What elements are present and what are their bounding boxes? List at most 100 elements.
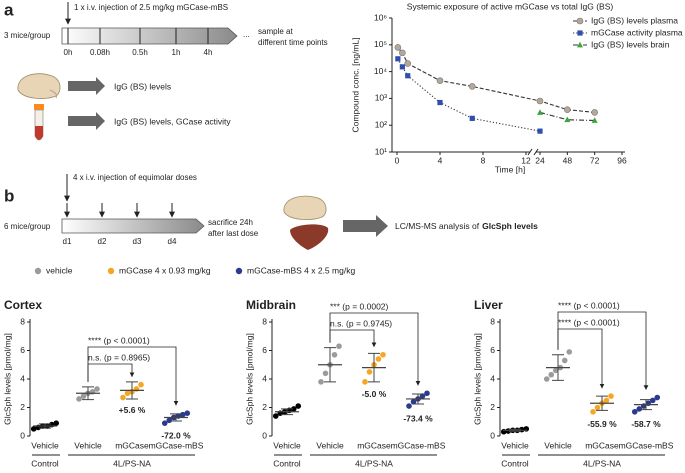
flow-arrow xyxy=(68,112,105,130)
point xyxy=(166,417,173,424)
point xyxy=(295,403,302,409)
x-tick-label: 8 xyxy=(481,155,486,165)
y-tick-label: 6 xyxy=(20,345,25,355)
sd-bar xyxy=(509,428,521,432)
point xyxy=(336,343,342,350)
sacrifice-note: after last dose xyxy=(208,229,259,238)
x-tick-label: mGCase-mBS xyxy=(391,440,446,450)
x-tick-label: 12 xyxy=(521,155,531,165)
legend-label: mGCase 4 x 0.93 mg/kg xyxy=(119,265,211,275)
sd-bar xyxy=(640,399,652,411)
point xyxy=(138,381,144,388)
legend-label: vehicle xyxy=(46,265,73,275)
x-tick-label: 24 xyxy=(535,155,545,165)
point xyxy=(120,394,126,401)
legend-label: IgG (BS) levels brain xyxy=(591,39,670,49)
point xyxy=(399,49,406,57)
point xyxy=(80,393,87,399)
x-tick-label: 0 xyxy=(395,155,400,165)
x-tick-label: Vehicle xyxy=(74,440,102,450)
point xyxy=(654,394,661,401)
point xyxy=(594,404,601,411)
x-tick-label: 72 xyxy=(590,155,600,165)
day: d4 xyxy=(168,237,177,246)
y-tick-label: 4 xyxy=(490,373,495,383)
sample-note: different time points xyxy=(258,38,328,47)
timeline xyxy=(61,27,238,45)
point xyxy=(419,393,426,399)
timepoint: 0.08h xyxy=(90,48,110,57)
brain-icon xyxy=(283,195,327,220)
series-line xyxy=(397,58,541,132)
x-tick-label: Vehicle xyxy=(501,440,529,450)
change-label: +5.6 % xyxy=(119,405,146,415)
day: d2 xyxy=(98,237,107,246)
sacrifice-note: sacrifice 24h xyxy=(208,218,253,227)
series-line xyxy=(397,47,595,113)
point xyxy=(395,56,401,62)
point xyxy=(380,351,386,358)
comparison-label: **** (p < 0.0001) xyxy=(88,335,150,345)
y-axis-label: GlcSph levels [pmol/mg] xyxy=(244,333,254,425)
panel-label: b xyxy=(4,186,14,205)
y-tick-label: 8 xyxy=(490,316,495,326)
point xyxy=(290,406,297,412)
point xyxy=(649,397,656,404)
y-tick-label: 8 xyxy=(20,316,25,326)
chart-title: Systemic exposure of active mGCase vs to… xyxy=(407,1,614,11)
point xyxy=(53,420,60,426)
point xyxy=(184,410,191,417)
point xyxy=(331,351,338,358)
group-label: 4L/PS-NA xyxy=(583,458,621,468)
sd-bar xyxy=(368,352,380,383)
legend-label: IgG (BS) levels plasma xyxy=(591,15,678,25)
timepoint: 1h xyxy=(172,48,181,57)
point xyxy=(394,44,402,51)
y-tick-label: 0 xyxy=(490,430,495,440)
point xyxy=(437,99,443,106)
point xyxy=(469,115,475,121)
point xyxy=(124,390,131,397)
group-note: 3 mice/group xyxy=(4,31,51,40)
readout: IgG (BS) levels, GCase activity xyxy=(114,116,231,126)
change-label: -55.9 % xyxy=(587,419,617,429)
change-label: -58.7 % xyxy=(631,419,661,429)
x-tick-label: mGCase xyxy=(585,440,619,450)
legend-marker xyxy=(577,41,583,48)
ellipsis: ... xyxy=(243,30,250,39)
group-label: 4L/PS-NA xyxy=(113,458,151,468)
point xyxy=(76,396,82,402)
comparison-label: **** (p < 0.0001) xyxy=(558,317,620,327)
x-tick-label: Vehicle xyxy=(544,440,572,450)
bracket xyxy=(557,311,649,391)
timepoint: 0.5h xyxy=(132,48,148,57)
legend-marker xyxy=(235,267,243,275)
flow-arrow xyxy=(68,77,105,95)
day: d3 xyxy=(133,237,142,246)
point xyxy=(406,403,412,409)
y-tick-label: 0 xyxy=(20,430,25,440)
point xyxy=(564,106,571,113)
panel-label: a xyxy=(4,0,14,19)
x-axis-label: Time [h] xyxy=(495,164,525,174)
x-tick-label: 96 xyxy=(617,155,627,165)
sample-note: sample at xyxy=(258,27,293,36)
bracket xyxy=(87,363,135,382)
point xyxy=(636,406,643,412)
point xyxy=(30,426,37,432)
y-tick-label: 4 xyxy=(262,373,267,383)
change-label: -73.4 % xyxy=(403,413,433,423)
y-tick-label: 10⁶ xyxy=(374,12,387,22)
panel-title: Midbrain xyxy=(246,298,296,312)
timeline-ticks xyxy=(67,28,209,44)
axis-break xyxy=(533,148,539,156)
y-tick-label: 4 xyxy=(20,373,25,383)
x-tick-label: mGCase-mBS xyxy=(149,440,204,450)
group-label: Control xyxy=(501,458,529,468)
sd-bar xyxy=(596,395,608,411)
x-tick-label: Vehicle xyxy=(31,440,59,450)
point xyxy=(318,379,324,385)
group-label: Control xyxy=(31,458,59,468)
sd-bar xyxy=(324,347,336,383)
